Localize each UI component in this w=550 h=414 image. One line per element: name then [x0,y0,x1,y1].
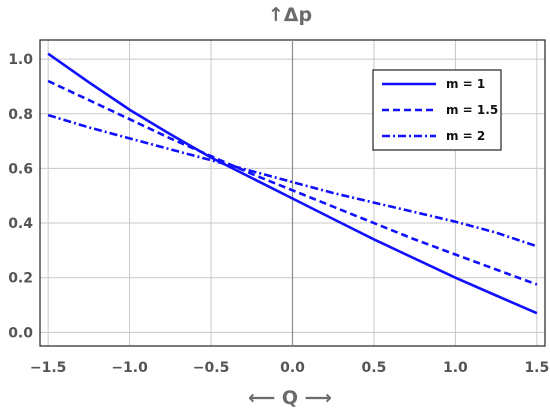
x-axis-title: ⟵ Q ⟶ [248,387,332,409]
y-tick-label: 0.6 [8,161,33,177]
legend: m = 1 m = 1.5 m = 2 [372,69,502,151]
x-tick-label: −1.5 [30,360,67,376]
x-tick-label: −1.0 [111,360,148,376]
legend-label-2: m = 1.5 [446,103,498,117]
legend-label-3: m = 2 [446,129,485,143]
series-line-1 [47,52,538,315]
legend-label-1: m = 1 [446,77,485,91]
x-tick-labels: −1.5 −1.0 −0.5 0.0 0.5 1.0 1.5 [30,360,549,376]
y-tick-labels: 0.0 0.2 0.4 0.6 0.8 1.0 [8,52,33,341]
series-line-2 [47,79,538,286]
x-tick-label: 1.0 [443,360,468,376]
series-lines [47,52,538,315]
y-axis-title: ↑Δp [268,4,312,26]
y-tick-label: 0.8 [8,107,33,123]
x-tick-label: 0.0 [280,360,305,376]
y-tick-label: 1.0 [8,52,33,68]
x-tick-label: −0.5 [193,360,230,376]
x-tick-label: 0.5 [362,360,387,376]
x-tick-label: 1.5 [524,360,549,376]
series-line-3 [47,113,538,248]
y-tick-label: 0.0 [8,325,33,341]
y-tick-label: 0.2 [8,271,33,287]
y-tick-label: 0.4 [8,216,33,232]
